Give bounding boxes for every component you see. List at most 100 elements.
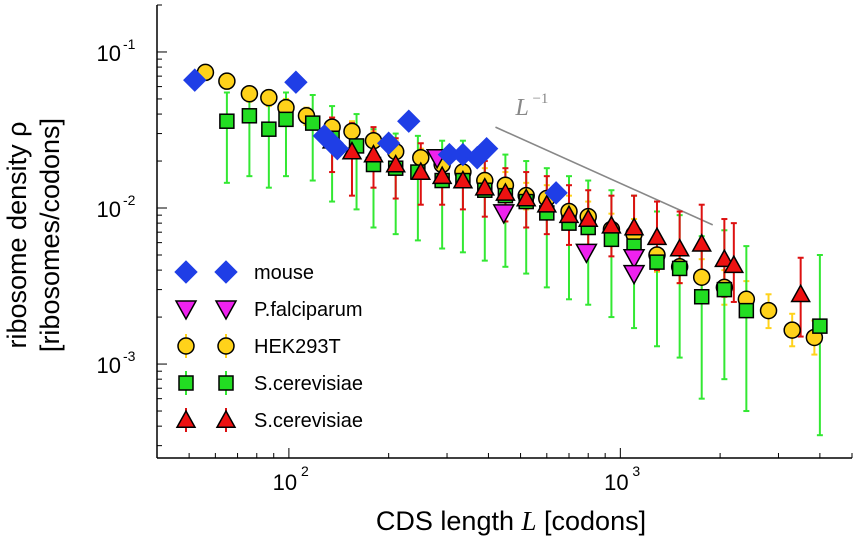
y-tick-label: 10 -2 xyxy=(97,192,136,222)
legend-label: S.cerevisiae xyxy=(254,410,363,432)
legend-label: P.falciparum xyxy=(254,299,363,321)
x-tick-exp: 3 xyxy=(632,463,640,479)
data-point-diamond xyxy=(376,131,401,155)
data-point-circle xyxy=(240,84,259,103)
x-tick-exp: 2 xyxy=(301,463,309,479)
data-point-circle xyxy=(218,72,236,90)
error-bar xyxy=(223,91,230,184)
data-point-square xyxy=(693,288,710,305)
y-axis-label-line1: ribosome density ρ xyxy=(2,122,32,349)
data-point-square xyxy=(219,113,235,129)
data-point-triangle-up xyxy=(669,237,690,257)
legend-label: S.cerevisiae xyxy=(254,373,363,395)
y-tick-base: 10 xyxy=(97,197,121,222)
data-point-triangle-down xyxy=(575,243,598,264)
data-point-square xyxy=(716,281,733,298)
error-bar xyxy=(743,245,750,413)
x-axis-label: CDS length L [codons] xyxy=(376,506,646,536)
data-point-triangle-up xyxy=(495,182,516,201)
data-point-square xyxy=(649,254,665,270)
data-point-square xyxy=(261,121,277,137)
legend-marker xyxy=(218,375,234,391)
legend-entry: P.falciparum xyxy=(174,299,363,321)
axes: 10 2 10 310 -110 -210 -3 xyxy=(97,4,853,495)
data-point-triangle-up xyxy=(790,283,811,303)
data-point-triangle-up xyxy=(385,153,406,173)
data-point-triangle-up xyxy=(714,248,735,268)
data-point-diamond xyxy=(284,70,308,94)
data-point-triangle-up xyxy=(431,165,453,185)
legend-marker xyxy=(174,260,198,284)
y-tick-label: 10 -1 xyxy=(97,36,136,66)
y-tick-base: 10 xyxy=(97,41,121,66)
data-point-triangle-up xyxy=(452,169,474,189)
data-point-triangle-down xyxy=(492,204,516,225)
data-point-triangle-down xyxy=(622,264,646,286)
legend-entry: S.cerevisiae xyxy=(178,371,363,395)
y-axis-label-line2: [ribosomes/codons] xyxy=(35,118,65,352)
data-point-triangle-up xyxy=(410,161,432,181)
y-tick-exp: -2 xyxy=(123,192,136,208)
legend-marker xyxy=(174,300,198,321)
x-tick-base: 10 xyxy=(604,470,628,495)
slope-label-exp: −1 xyxy=(532,91,548,107)
data-point-diamond xyxy=(474,136,499,161)
legend-marker xyxy=(214,300,238,321)
data-point-square xyxy=(738,302,755,319)
data-point-triangle-up xyxy=(577,208,599,227)
slope-line xyxy=(495,126,714,226)
y-tick-exp: -3 xyxy=(123,348,136,364)
data-point-diamond xyxy=(183,68,207,92)
data-point-triangle-up xyxy=(474,177,496,196)
data-point-diamond xyxy=(325,136,350,161)
data-point-triangle-up xyxy=(723,254,745,274)
data-point-square xyxy=(278,111,294,128)
data-point-circle xyxy=(783,321,801,339)
error-bar xyxy=(816,253,823,437)
slope-annotation: L −1 xyxy=(495,91,714,226)
x-tick-label: 10 2 xyxy=(273,463,309,495)
data-point-diamond xyxy=(544,181,568,205)
data-point-triangle-up xyxy=(646,226,668,246)
data-point-diamond xyxy=(397,109,421,133)
slope-label: L xyxy=(514,95,528,121)
y-tick-base: 10 xyxy=(97,353,121,378)
legend-marker xyxy=(178,375,194,391)
legend-marker xyxy=(175,409,197,428)
data-point-triangle-down xyxy=(622,249,646,270)
error-bar xyxy=(265,97,272,189)
data-point-triangle-up xyxy=(691,233,712,252)
legend-marker xyxy=(215,409,237,428)
data-point-square xyxy=(671,260,688,277)
y-tick-label: 10 -3 xyxy=(97,348,136,378)
legend-marker xyxy=(217,337,235,355)
legend-entry: S.cerevisiae xyxy=(175,408,363,432)
data-point-circle xyxy=(759,301,778,320)
data-point-triangle-up xyxy=(623,216,645,236)
legend-entry: mouse xyxy=(174,260,314,284)
data-point-square xyxy=(603,231,620,248)
x-tick-base: 10 xyxy=(273,470,297,495)
data-point-circle xyxy=(343,122,361,141)
legend-label: mouse xyxy=(254,262,314,284)
data-point-triangle-up xyxy=(536,194,558,213)
data-point-circle xyxy=(692,268,711,286)
data-point-triangle-up xyxy=(341,141,363,160)
x-tick-label: 10 3 xyxy=(604,463,640,495)
legend-marker xyxy=(177,337,195,355)
legend-marker xyxy=(214,260,238,284)
data-markers xyxy=(183,63,828,347)
data-point-triangle-up xyxy=(515,187,537,207)
data-point-square xyxy=(812,318,828,334)
data-point-circle xyxy=(260,88,278,107)
y-axis-label: ribosome density ρ [ribosomes/codons] xyxy=(2,118,65,352)
legend: mouse P.falciparum HEK293T S.cerevisiae S.ce… xyxy=(174,260,363,432)
data-point-triangle-up xyxy=(601,215,622,234)
data-point-square xyxy=(304,115,321,131)
legend-label: HEK293T xyxy=(254,336,341,358)
data-point-triangle-up xyxy=(558,204,580,224)
data-point-triangle-up xyxy=(363,144,384,163)
legend-entry: HEK293T xyxy=(177,334,341,358)
error-bar xyxy=(309,93,316,182)
